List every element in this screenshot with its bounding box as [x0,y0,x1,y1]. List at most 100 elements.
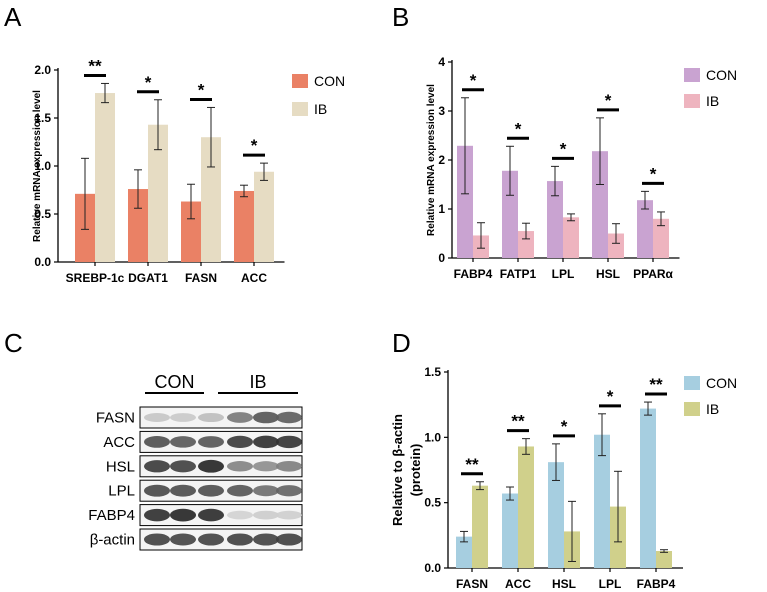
blot-band [276,435,302,449]
x-tick-label: FABP4 [637,577,676,591]
bar-ib [201,137,221,262]
bar-con [181,201,201,262]
significance-stars: * [560,139,567,158]
significance-stars: * [605,91,612,110]
blot-band [198,533,224,546]
y-tick-label: 2 [438,153,445,167]
y-axis-label: Relative mRNA expression level [32,90,43,242]
blot-band [253,435,279,449]
x-tick-label: LPL [599,577,622,591]
blot-band [276,461,302,472]
legend-swatch-con [684,68,700,82]
significance-stars: * [145,73,152,92]
legend-swatch-ib [684,94,700,108]
blot-band [144,413,170,422]
x-tick-label: FABP4 [454,267,493,281]
bar-ib [518,446,534,568]
y-axis-label: Relative to β-actin [390,414,405,526]
bar-con [502,170,518,258]
y-tick-label: 1 [438,202,445,216]
blot-band [170,508,196,522]
blot-band [198,459,224,473]
x-tick-label: HSL [552,577,576,591]
significance-stars: ** [465,455,479,474]
bar-con [457,145,473,258]
x-tick-label: ACC [241,271,267,285]
blot-band [198,484,224,497]
x-tick-label: LPL [552,267,575,281]
blot-row-label: FABP4 [88,507,135,524]
blot-group-label-ib: IB [249,372,266,392]
y-tick-label: 1.0 [34,159,51,173]
bar-ib [518,231,534,258]
blot-band [227,412,253,423]
blot-band [227,435,253,449]
y-tick-label: 0.5 [424,496,441,510]
blot-band [144,533,170,546]
blot-band [227,510,253,520]
bar-ib [472,485,488,568]
western-blot-panel: CON IB FASN ACC HSL LPL FABP4 β-actin [88,372,303,551]
x-tick-label: SREBP-1c [66,271,125,285]
panel-letter-c: C [4,328,23,358]
legend-swatch-con [292,74,308,88]
blot-band [198,508,224,522]
y-tick-label: 0.0 [34,255,51,269]
bar-ib [95,93,115,262]
blot-band [144,484,170,497]
blot-band [170,484,196,497]
blot-band [276,411,302,424]
significance-stars: * [607,387,614,406]
blot-band [170,413,196,422]
blot-band [253,461,279,472]
bar-con [637,200,653,258]
blot-group-label-con: CON [155,372,195,392]
significance-stars: ** [649,375,663,394]
legend-label-ib: IB [706,93,719,109]
blot-band [170,533,196,546]
chart-d: 0.0 0.5 1.0 1.5 Relative to β-actin (protein)… [390,365,737,591]
blot-band [170,436,196,448]
blot-band [253,411,279,424]
legend-label-con: CON [706,375,737,391]
bar-con [234,190,254,262]
blot-band [227,484,253,497]
bar-ib [608,233,624,258]
blot-band [253,485,279,497]
panel-letter-a: A [4,2,22,32]
bar-con [594,434,610,568]
bar-ib [563,217,579,258]
blot-band [276,510,302,520]
x-tick-label: PPARα [633,267,673,281]
blot-band [253,510,279,520]
blot-band [170,460,196,473]
y-tick-label: 1.5 [424,365,441,379]
x-tick-label: FASN [456,577,488,591]
blot-row-label: FASN [96,410,135,427]
y-tick-label: 1.5 [34,111,51,125]
bar-ib [656,551,672,568]
y-tick-label: 1.0 [424,430,441,444]
bar-ib [653,218,669,258]
chart-b: 0 1 2 3 4 Relative mRNA expression level * FABP… [426,55,737,281]
blot-row-label: β-actin [90,532,135,549]
x-tick-label: ACC [505,577,531,591]
blot-band [144,508,170,522]
bar-con [128,189,148,262]
significance-stars: * [470,71,477,90]
legend-swatch-ib [684,402,700,416]
blot-band [144,460,170,473]
x-tick-label: FATP1 [500,267,537,281]
legend-label-ib: IB [314,101,327,117]
blot-band [198,412,224,423]
legend-label-con: CON [314,73,345,89]
blot-row-label: LPL [108,483,135,500]
blot-band [276,485,302,497]
y-tick-label: 3 [438,104,445,118]
y-axis-label-unit: (protein) [408,444,423,497]
significance-stars: ** [88,56,102,75]
bar-ib [254,171,274,262]
legend-label-con: CON [706,67,737,83]
x-tick-label: DGAT1 [128,271,168,285]
